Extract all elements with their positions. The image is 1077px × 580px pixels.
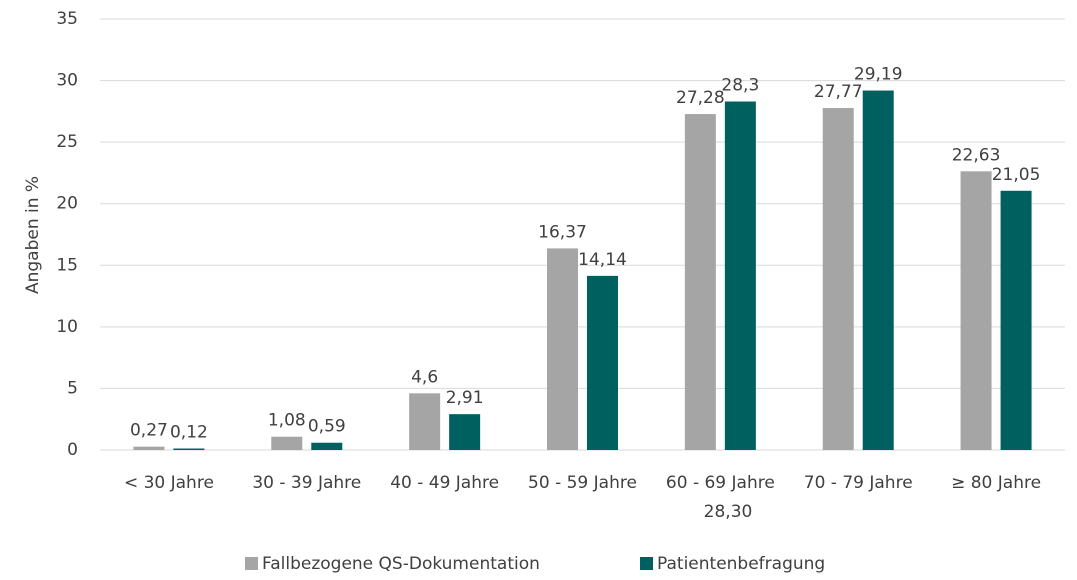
- bar: [684, 114, 716, 450]
- y-tick-label: 10: [56, 317, 78, 337]
- legend-label: Fallbezogene QS-Dokumentation: [262, 554, 540, 574]
- bar: [173, 448, 205, 450]
- y-tick-label: 35: [56, 9, 78, 29]
- value-label: 4,6: [411, 367, 438, 387]
- bar: [862, 90, 894, 451]
- value-label: 2,91: [446, 388, 484, 408]
- value-label: 29,19: [854, 65, 903, 85]
- bar: [724, 101, 756, 451]
- annotation: 28,30: [704, 502, 753, 522]
- x-tick-label: 50 - 59 Jahre: [528, 473, 637, 493]
- y-tick-label: 5: [67, 378, 78, 398]
- value-label: 14,14: [578, 250, 627, 270]
- value-label: 27,28: [676, 88, 725, 108]
- bar: [311, 442, 343, 450]
- x-tick-label: ≥ 80 Jahre: [951, 473, 1041, 493]
- bar: [587, 275, 618, 450]
- x-tick-label: 30 - 39 Jahre: [252, 473, 361, 493]
- y-tick-label: 25: [56, 132, 78, 152]
- x-tick-label: < 30 Jahre: [124, 473, 214, 493]
- legend-label: Patientenbefragung: [657, 554, 825, 574]
- bar: [547, 248, 578, 450]
- bar: [271, 436, 303, 450]
- value-label: 0,59: [308, 417, 346, 437]
- x-tick-label: 60 - 69 Jahre: [666, 473, 775, 493]
- value-label: 0,27: [130, 421, 168, 441]
- bar: [960, 171, 992, 451]
- x-tick-label: 40 - 49 Jahre: [390, 473, 499, 493]
- legend-swatch: [640, 557, 653, 570]
- y-tick-label: 30: [56, 71, 78, 91]
- y-axis-label: Angaben in %: [23, 176, 43, 294]
- legend-swatch: [245, 557, 258, 570]
- value-label: 22,63: [952, 145, 1001, 165]
- y-tick-label: 20: [56, 194, 78, 214]
- bar: [133, 446, 165, 450]
- value-label: 1,08: [268, 411, 306, 431]
- bar: [449, 414, 481, 450]
- value-label: 16,37: [538, 222, 587, 242]
- value-label: 21,05: [992, 165, 1041, 185]
- y-tick-label: 0: [67, 440, 78, 460]
- value-label: 0,12: [170, 423, 208, 443]
- bar: [1000, 190, 1032, 450]
- value-label: 27,77: [814, 82, 863, 102]
- bar: [409, 393, 441, 450]
- value-label: 28,3: [721, 76, 759, 96]
- y-tick-label: 15: [56, 255, 78, 275]
- x-tick-label: 70 - 79 Jahre: [804, 473, 913, 493]
- bar: [822, 108, 854, 450]
